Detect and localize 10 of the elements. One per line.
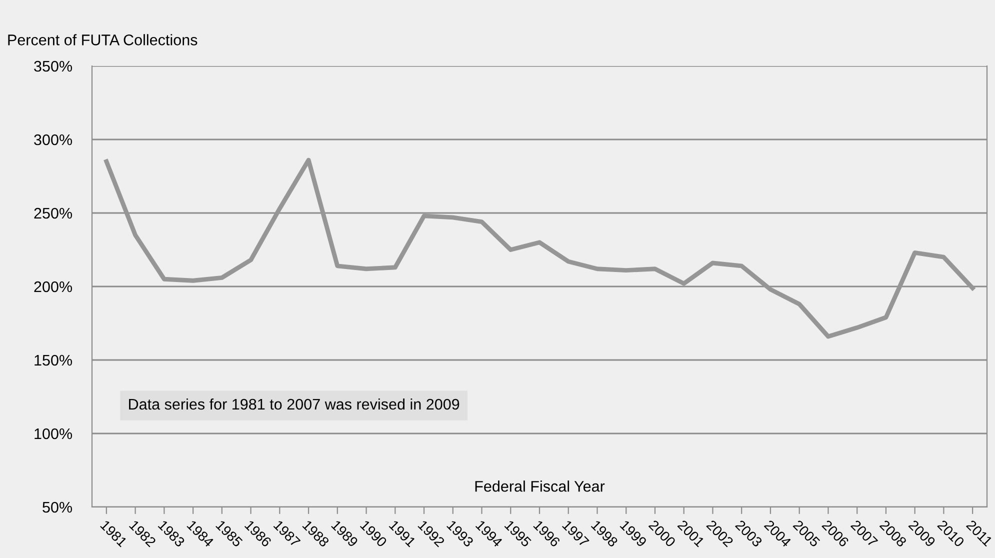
x-axis-title: Federal Fiscal Year — [475, 480, 605, 492]
y-axis-title: Percent of FUTA Collections — [8, 34, 198, 46]
y-tick-label: 300% — [34, 134, 72, 146]
y-tick-label: 100% — [34, 428, 72, 440]
y-tick-label: 350% — [34, 60, 72, 72]
y-tick-label: 150% — [34, 354, 72, 366]
y-tick-label: 50% — [42, 502, 72, 513]
annotation: Data series for 1981 to 2007 was revised in 2009 — [129, 398, 460, 410]
y-tick-label: 200% — [34, 281, 72, 292]
y-tick-label: 250% — [34, 208, 72, 219]
